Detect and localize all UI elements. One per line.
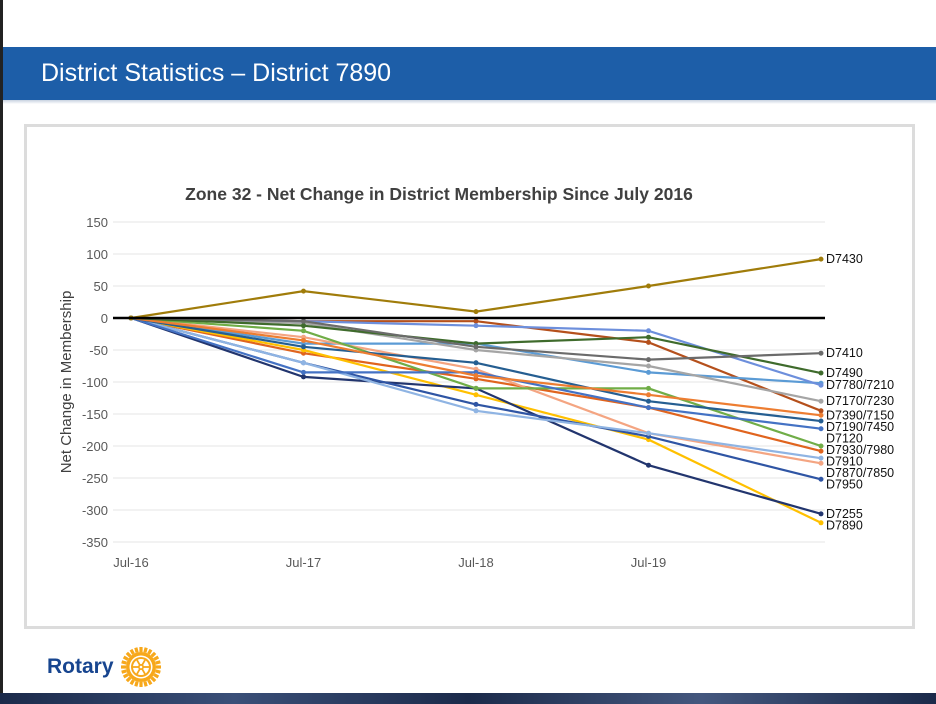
- y-tick-label: -250: [82, 471, 108, 486]
- data-point: [473, 392, 479, 398]
- data-point: [646, 357, 651, 363]
- data-point: [818, 382, 824, 388]
- rotary-wheel-icon: [120, 647, 161, 687]
- data-point: [646, 462, 651, 468]
- data-point: [646, 363, 651, 369]
- data-point: [818, 370, 824, 376]
- series-label: D7490: [826, 366, 863, 380]
- data-point: [646, 283, 651, 289]
- data-point: [646, 334, 651, 340]
- data-point: [473, 344, 479, 350]
- y-tick-label: -300: [82, 503, 108, 518]
- series-label: D7120: [826, 431, 863, 445]
- rotary-logo: Rotary: [47, 646, 162, 688]
- chart-title: Zone 32 - Net Change in District Members…: [185, 184, 693, 204]
- data-point: [646, 398, 651, 404]
- series-label: D7870/7850: [826, 466, 894, 480]
- data-point: [818, 256, 824, 262]
- data-point: [473, 323, 479, 329]
- data-point: [818, 460, 824, 466]
- data-point: [818, 455, 824, 461]
- data-point: [818, 418, 824, 424]
- x-tick-label: Jul-18: [458, 555, 493, 570]
- data-point: [818, 520, 824, 526]
- slide-title: District Statistics – District 7890: [41, 59, 392, 87]
- data-point: [646, 405, 651, 411]
- y-tick-label: -150: [82, 407, 108, 422]
- series-label: D7410: [826, 346, 863, 360]
- data-point: [301, 369, 306, 375]
- data-point: [646, 328, 651, 334]
- data-point: [473, 408, 479, 414]
- data-point: [301, 360, 306, 366]
- slide-frame: [0, 0, 3, 704]
- data-point: [301, 374, 306, 380]
- y-tick-label: -200: [82, 439, 108, 454]
- data-point: [301, 318, 306, 324]
- data-point: [818, 476, 824, 482]
- data-point: [818, 443, 824, 449]
- x-tick-label: Jul-16: [113, 555, 148, 570]
- series-label: D7910: [826, 454, 863, 468]
- series-label: D7255: [826, 507, 863, 521]
- data-point: [818, 408, 824, 414]
- y-tick-label: 100: [86, 247, 108, 262]
- y-tick-label: 150: [86, 215, 108, 230]
- series-label: D7190/7450: [826, 420, 894, 434]
- series-label: D7170/7230: [826, 394, 894, 408]
- data-point: [301, 328, 306, 334]
- y-tick-label: -350: [82, 535, 108, 550]
- y-tick-label: 50: [94, 279, 108, 294]
- data-point: [301, 323, 306, 329]
- series-label: D7430: [826, 252, 863, 266]
- series-label: D7890: [826, 518, 863, 532]
- data-point: [301, 344, 306, 350]
- series-label: D7930/7980: [826, 443, 894, 457]
- y-tick-label: 0: [101, 311, 108, 326]
- data-point: [473, 318, 479, 324]
- data-point: [818, 350, 824, 356]
- y-axis-label: Net Change in Membership: [58, 291, 75, 474]
- y-tick-label: -50: [89, 343, 108, 358]
- data-point: [818, 398, 824, 404]
- data-point: [473, 385, 479, 391]
- x-tick-label: Jul-17: [286, 555, 321, 570]
- data-point: [646, 369, 651, 375]
- series-label: D7390/7150: [826, 408, 894, 422]
- data-point: [818, 426, 824, 432]
- logo-text: Rotary: [47, 655, 114, 678]
- x-tick-label: Jul-19: [631, 555, 666, 570]
- header-shadow: [3, 100, 936, 104]
- data-point: [646, 385, 651, 391]
- data-point: [818, 412, 824, 418]
- series-label: D7950: [826, 477, 863, 491]
- data-point: [301, 288, 306, 294]
- y-tick-label: -100: [82, 375, 108, 390]
- data-point: [473, 309, 479, 315]
- data-point: [818, 448, 824, 454]
- bottom-decoration: [0, 693, 936, 704]
- data-point: [646, 339, 651, 345]
- series-label: D7780/7210: [826, 378, 894, 392]
- data-point: [818, 511, 824, 517]
- data-point: [473, 360, 479, 366]
- chart-frame: [24, 124, 915, 629]
- data-point: [646, 430, 651, 436]
- data-point: [473, 401, 479, 407]
- data-point: [646, 392, 651, 398]
- data-point: [473, 373, 479, 379]
- slide-header: District Statistics – District 7890: [3, 47, 936, 100]
- data-point: [301, 337, 306, 343]
